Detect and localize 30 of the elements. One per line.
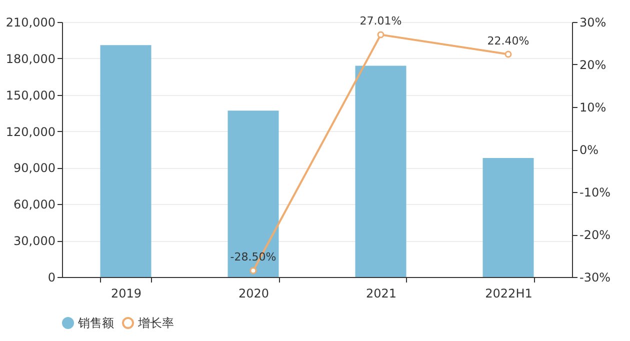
data-label: 22.40% xyxy=(487,34,530,48)
data-label: 27.01% xyxy=(360,14,402,28)
x-tick-label: 2022H1 xyxy=(485,286,532,300)
x-tick-label: 2021 xyxy=(366,286,397,300)
y-tick-label: 60,000 xyxy=(14,198,56,212)
bar xyxy=(482,158,534,277)
y-tick-label: 0 xyxy=(48,270,56,284)
y-tick-label: 150,000 xyxy=(6,88,56,102)
bar xyxy=(355,66,406,277)
bar xyxy=(228,110,279,277)
y2-tick-label: -10% xyxy=(580,186,611,200)
y-tick-label: 120,000 xyxy=(6,124,56,139)
point xyxy=(504,50,512,58)
y2-tick-label: 10% xyxy=(580,100,606,114)
y2-tick-label: 0% xyxy=(580,143,599,157)
y2-tick-label: -20% xyxy=(580,228,611,242)
point xyxy=(250,267,257,274)
y-tick-label: 180,000 xyxy=(6,52,56,66)
y-tick-label: 210,000 xyxy=(6,16,56,30)
y2-tick-label: 30% xyxy=(580,16,606,30)
x-tick-label: 2020 xyxy=(238,286,270,300)
y2-tick-label: 20% xyxy=(580,58,606,72)
x-tick-label: 2019 xyxy=(110,286,142,300)
y-tick-label: 90,000 xyxy=(14,161,56,176)
legend-label: 销售额 xyxy=(77,316,114,330)
bar xyxy=(100,45,152,277)
point xyxy=(377,31,384,38)
legend-label: 增长率 xyxy=(137,316,174,330)
y2-tick-label: -30% xyxy=(580,270,611,284)
y-tick-label: 30,000 xyxy=(14,234,56,248)
